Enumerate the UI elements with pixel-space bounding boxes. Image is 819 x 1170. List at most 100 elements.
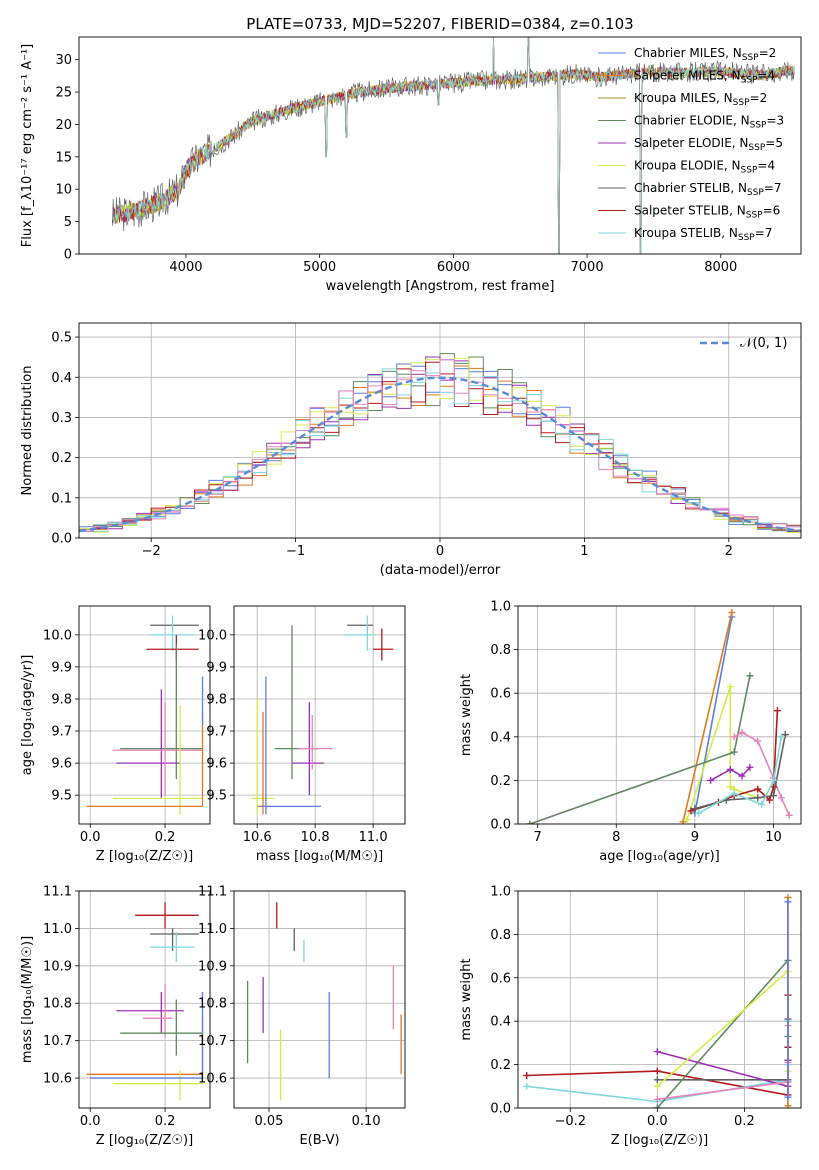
- weight-marker: [679, 818, 687, 824]
- legend-label-text: Kroupa STELIB, N: [634, 226, 738, 240]
- weight-marker: [758, 800, 766, 808]
- legend-label-tail: =7: [764, 181, 782, 195]
- y-tick-label: 10: [55, 183, 72, 198]
- y-tick-label: 10.8: [43, 997, 72, 1012]
- y-tick-label: 10.0: [198, 628, 227, 643]
- error-bar-point: [90, 992, 204, 1079]
- legend-label: Kroupa ELODIE, NSSP=4: [634, 159, 775, 176]
- legend-label-text: Kroupa MILES, N: [634, 91, 733, 105]
- x-tick-label: 4000: [169, 260, 202, 275]
- y-tick-label: 9.7: [206, 725, 227, 740]
- error-bar-point: [150, 932, 196, 963]
- error-bar-point: [260, 676, 321, 815]
- legend-label-tail: =2: [759, 46, 777, 60]
- y-tick-label: 0.8: [490, 928, 511, 943]
- weight-marker: [523, 1082, 531, 1090]
- x-tick-label: 0.10: [352, 1114, 381, 1129]
- y-axis-label: age [log₁₀(age/yr)]: [20, 655, 35, 776]
- error-bar-point: [112, 705, 203, 815]
- spectrum-frame: [78, 36, 802, 255]
- weight-marker: [726, 683, 734, 691]
- x-axis-label: Z [log₁₀(Z/Z☉)]: [611, 1133, 708, 1148]
- weight-marker: [707, 776, 715, 784]
- age_weight-frame: [517, 605, 802, 825]
- y-tick-label: 10.0: [43, 628, 72, 643]
- y-tick-label: 30: [55, 53, 72, 68]
- z_mass-axes: 0.0 0.2 10.6 10.7 10.8 10.9 11.0 11.1 Z [log₁₀(Z…: [20, 885, 210, 1148]
- x-axis-label: E(B-V): [299, 1133, 339, 1148]
- error-bar-point: [373, 628, 394, 661]
- residual-legend: 𝒩(0, 1): [700, 336, 787, 351]
- error-bar-point: [344, 615, 377, 651]
- legend-label: Chabrier STELIB, NSSP=7: [634, 181, 782, 198]
- x-axis-label: (data-model)/error: [380, 563, 501, 578]
- weight-line: [710, 766, 751, 782]
- weight-marker: [526, 820, 534, 824]
- legend-label-sub: SSP: [733, 98, 750, 108]
- x-axis-label: Z [log₁₀(Z/Z☉)]: [96, 1133, 193, 1148]
- weight-line: [682, 612, 733, 822]
- y-tick-label: 10.7: [198, 1034, 227, 1049]
- x-tick-label: 7: [534, 830, 542, 845]
- legend-label-sub: SSP: [746, 211, 763, 221]
- x-tick-label: 0.0: [80, 1114, 101, 1129]
- error-bar-point: [116, 992, 184, 1034]
- residual-histograms: [79, 353, 801, 537]
- y-tick-label: 0.4: [51, 371, 72, 386]
- z_weight-frame: [517, 890, 802, 1109]
- y-tick-label: 10.7: [43, 1034, 72, 1049]
- z_mass-frame: [78, 890, 211, 1109]
- y-tick-label: 9.9: [51, 660, 72, 675]
- error-bar-point: [135, 902, 199, 929]
- y-tick-label: 11.0: [43, 922, 72, 937]
- x-axis-label: Z [log₁₀(Z/Z☉)]: [96, 849, 193, 864]
- legend-label: Chabrier MILES, NSSP=2: [634, 46, 776, 63]
- x-tick-label: 0.2: [155, 1114, 176, 1129]
- y-tick-label: 10.8: [198, 997, 227, 1012]
- x-axis-label: mass [log₁₀(M/M☉)]: [256, 849, 383, 864]
- legend-label-tail: =3: [766, 114, 784, 128]
- y-tick-label: 10.9: [43, 959, 72, 974]
- legend-label-text: Chabrier STELIB, N: [634, 181, 747, 195]
- y-axis-label: mass weight: [459, 958, 474, 1040]
- y-tick-label: 0.0: [51, 532, 72, 547]
- y-tick-label: 9.5: [51, 789, 72, 804]
- weight-marker: [695, 809, 703, 817]
- y-tick-label: 0.6: [490, 687, 511, 702]
- spectrum-line: [112, 37, 795, 254]
- legend-label: Salpeter MILES, NSSP=4: [634, 69, 775, 86]
- legend-label: Kroupa MILES, NSSP=2: [634, 91, 767, 108]
- weight-marker: [653, 1095, 661, 1103]
- legend-label: Salpeter ELODIE, NSSP=5: [634, 136, 783, 153]
- weight-marker: [766, 796, 774, 804]
- legend-label: 𝒩(0, 1): [740, 336, 787, 351]
- legend-label-sub: SSP: [738, 233, 755, 243]
- y-tick-label: 5: [64, 215, 72, 230]
- x-tick-label: 0.0: [647, 1114, 668, 1129]
- legend-label: Salpeter STELIB, NSSP=6: [634, 204, 780, 221]
- y-tick-label: 0.4: [490, 730, 511, 745]
- x-axis-label: age [log₁₀(age/yr)]: [599, 849, 720, 864]
- weight-line: [694, 734, 787, 810]
- y-tick-label: 0.2: [490, 1058, 511, 1073]
- legend-label-text: Chabrier ELODIE, N: [634, 114, 750, 128]
- ebv_mass-axes: 0.05 0.10 10.6 10.7 10.8 10.9 11.0 11.1 E(B-V): [198, 885, 405, 1148]
- x-tick-label: 11.0: [359, 830, 388, 845]
- age_weight-series: [526, 609, 793, 824]
- x-tick-label: 10.8: [301, 830, 330, 845]
- x-tick-label: 10: [765, 830, 782, 845]
- y-tick-label: 0.2: [51, 451, 72, 466]
- legend-label-text: Salpeter STELIB, N: [634, 204, 746, 218]
- weight-marker: [726, 783, 734, 791]
- x-tick-label: 5000: [303, 260, 336, 275]
- z_age-points: [86, 615, 204, 815]
- y-axis-label: mass [log₁₀(M/M☉)]: [20, 936, 35, 1063]
- ebv_mass-frame: [233, 890, 406, 1109]
- weight-marker: [754, 737, 762, 745]
- weight-marker: [730, 733, 738, 741]
- x-tick-label: −2: [142, 544, 161, 559]
- legend-label: Chabrier ELODIE, NSSP=3: [634, 114, 784, 131]
- x-tick-label: −0.2: [554, 1114, 586, 1129]
- error-bar-point: [116, 689, 181, 799]
- spectrum-line: [112, 37, 795, 254]
